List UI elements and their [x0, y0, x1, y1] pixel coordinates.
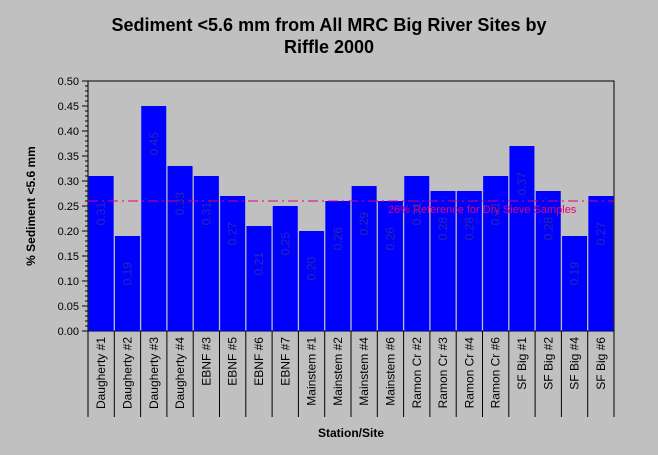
bar	[430, 191, 456, 331]
bar	[404, 176, 430, 331]
x-tick-label: SF Big #2	[541, 337, 555, 390]
y-tick-label: 0.05	[58, 301, 79, 313]
data-label: 0.27	[594, 222, 608, 246]
bar	[220, 196, 246, 331]
y-axis-title: % Sediment <5.6 mm	[24, 146, 38, 266]
y-tick-label: 0.20	[58, 226, 79, 238]
data-label: 0.25	[278, 232, 292, 256]
chart-title: Sediment <5.6 mm from All MRC Big River …	[0, 14, 658, 58]
bar	[246, 226, 272, 331]
y-tick-label: 0.10	[58, 276, 79, 288]
x-tick-label: Ramon Cr #4	[462, 337, 476, 409]
data-label: 0.31	[489, 202, 503, 226]
x-tick-label: Daugherty #2	[120, 337, 134, 409]
bar	[535, 191, 561, 331]
bar	[509, 146, 535, 331]
reference-label: 26% Reference for Dry Sieve Samples	[388, 204, 577, 216]
data-label: 0.28	[462, 217, 476, 241]
x-tick-label: Daugherty #4	[173, 337, 187, 409]
bar	[299, 231, 325, 331]
data-label: 0.45	[147, 132, 161, 156]
x-tick-label: Ramon Cr #2	[410, 337, 424, 409]
x-tick-label: EBNF #5	[226, 337, 240, 386]
data-label: 0.37	[515, 172, 529, 196]
x-tick-label: Daugherty #1	[94, 337, 108, 409]
x-tick-label: Ramon Cr #6	[489, 337, 503, 409]
bar	[483, 176, 509, 331]
bar	[114, 236, 140, 331]
plot-area: 0.00 0.05 0.10 0.15 0.20 0.25 0.30 0.35 0.40 0.45…	[24, 76, 615, 440]
chart-title-line-2: Riffle 2000	[283, 37, 375, 57]
bar	[193, 176, 219, 331]
data-label: 0.31	[199, 202, 213, 226]
data-label: 0.28	[436, 217, 450, 241]
x-tick-label: Mainstem #6	[383, 337, 397, 406]
y-tick-label: 0.15	[58, 251, 79, 263]
bar	[167, 166, 193, 331]
x-tick-label: Ramon Cr #3	[436, 337, 450, 409]
data-label: 0.31	[94, 202, 108, 226]
bar	[588, 196, 614, 331]
bar	[141, 106, 167, 331]
data-label: 0.31	[410, 202, 424, 226]
x-tick-label: Mainstem #1	[305, 337, 319, 406]
data-label: 0.19	[568, 262, 582, 286]
chart-title-line-1: Sediment <5.6 mm from All MRC Big River …	[111, 15, 547, 35]
y-tick-label: 0.45	[58, 101, 79, 113]
data-label: 0.27	[226, 222, 240, 246]
x-tick-label: Daugherty #3	[147, 337, 161, 409]
y-tick-label: 0.40	[58, 126, 79, 138]
data-label: 0.29	[357, 212, 371, 236]
y-tick-label: 0.50	[58, 76, 79, 88]
y-tick-label: 0.00	[58, 326, 79, 338]
data-label: 0.19	[120, 262, 134, 286]
bar	[562, 236, 588, 331]
data-label: 0.33	[173, 192, 187, 216]
data-label: 0.20	[305, 257, 319, 281]
x-tick-label: SF Big #6	[594, 337, 608, 390]
x-tick-label: EBNF #3	[199, 337, 213, 386]
x-tick-label: EBNF #6	[252, 337, 266, 386]
bar	[325, 201, 351, 331]
data-label: 0.26	[331, 227, 345, 251]
x-tick-label: SF Big #1	[515, 337, 529, 390]
x-tick-label: EBNF #7	[278, 337, 292, 386]
data-label: 0.26	[383, 227, 397, 251]
y-tick-label: 0.35	[58, 151, 79, 163]
data-label: 0.28	[541, 217, 555, 241]
x-tick-label: SF Big #4	[568, 337, 582, 390]
bar	[456, 191, 482, 331]
y-tick-label: 0.30	[58, 176, 79, 188]
bar	[351, 186, 377, 331]
x-axis-title: Station/Site	[318, 426, 384, 440]
bar	[88, 176, 114, 331]
bar	[272, 206, 298, 331]
bar	[377, 201, 403, 331]
y-tick-label: 0.25	[58, 201, 79, 213]
x-tick-label: Mainstem #4	[357, 337, 371, 406]
data-label: 0.21	[252, 252, 266, 276]
x-tick-label: Mainstem #2	[331, 337, 345, 406]
